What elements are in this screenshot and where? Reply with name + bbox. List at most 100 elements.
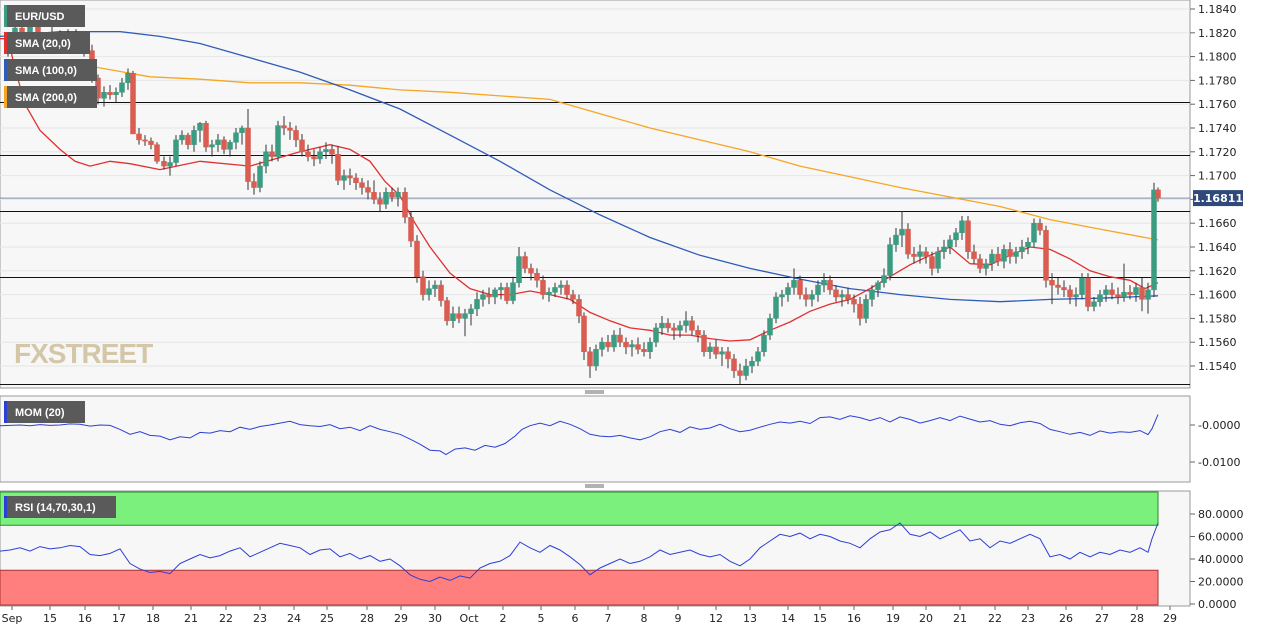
candle-body — [498, 287, 504, 291]
candle — [130, 70, 136, 135]
candle — [402, 187, 408, 224]
legend-sma-200[interactable]: SMA (200,0) — [4, 86, 97, 108]
candle — [113, 87, 119, 102]
candle-body — [1031, 222, 1037, 243]
legend-label-sma-100: SMA (100,0) — [15, 65, 77, 77]
candle-body — [154, 144, 160, 162]
horizontal-levels — [0, 102, 1190, 385]
series-line — [89, 65, 1159, 241]
candle — [420, 270, 426, 301]
candle-body — [689, 320, 695, 331]
price-tick-label: 1.1560 — [1198, 336, 1237, 349]
candle-body — [540, 280, 546, 295]
candle — [365, 180, 371, 200]
candle-body — [287, 127, 293, 131]
candle-body — [989, 253, 995, 264]
candle — [474, 292, 480, 317]
time-tick-label: 16 — [847, 612, 861, 625]
candle-body — [1139, 287, 1145, 300]
candle-body — [851, 299, 857, 305]
price-tick-label: 1.1640 — [1198, 241, 1237, 254]
candle-body — [893, 234, 899, 245]
time-tick-label: 8 — [641, 612, 648, 625]
price-tick-label: 1.1820 — [1198, 27, 1237, 40]
candle — [107, 85, 113, 100]
last-price-label: 1.16811 — [1193, 192, 1243, 205]
candle-body — [444, 300, 450, 322]
time-tick-label: 28 — [1130, 612, 1144, 625]
candle — [414, 235, 420, 283]
candle-body — [510, 282, 516, 301]
candle — [287, 122, 293, 140]
time-tick-label: 16 — [78, 612, 92, 625]
candle-body — [438, 284, 444, 301]
candle-body — [347, 175, 353, 179]
price-tick-label: 1.1540 — [1198, 360, 1237, 373]
time-tick-label: 24 — [287, 612, 301, 625]
momentum-panel[interactable] — [0, 395, 1191, 483]
candle — [965, 216, 971, 259]
candle-body — [1127, 291, 1133, 295]
candle-body — [522, 256, 528, 269]
rsi-oversold-band — [0, 569, 1159, 606]
candle-body — [197, 122, 203, 131]
candle-body — [827, 280, 833, 291]
candle — [845, 287, 851, 305]
candle — [737, 363, 743, 384]
series-line — [0, 30, 1159, 303]
candle-body — [426, 288, 432, 295]
price-tick-label: 1.1760 — [1198, 98, 1237, 111]
candle-body — [995, 253, 1001, 262]
candle — [1037, 218, 1043, 236]
candle — [767, 313, 773, 340]
candle-body — [773, 296, 779, 319]
legend-sma-100[interactable]: SMA (100,0) — [4, 59, 97, 81]
rsi-line — [0, 522, 1159, 583]
candle-body — [911, 253, 917, 257]
candle-body — [701, 334, 707, 352]
candle-body — [136, 133, 142, 141]
price-panel[interactable] — [0, 0, 1191, 389]
candle-body — [1097, 294, 1103, 302]
symbol-label: EUR/USD — [15, 11, 65, 23]
candle-body — [665, 322, 671, 329]
candle-body — [383, 192, 389, 205]
candle — [827, 275, 833, 295]
legend-label-momentum: MOM (20) — [15, 407, 65, 419]
candle-body — [107, 92, 113, 95]
candle — [725, 346, 731, 369]
time-tick-label: 28 — [360, 612, 374, 625]
candle — [389, 187, 395, 202]
candle — [269, 144, 275, 162]
candle-body — [251, 181, 257, 188]
candle — [1031, 218, 1037, 247]
price-axis: 1.1840 1.1820 1.1800 1.1780 1.1760 1.1740 1.17… — [1190, 3, 1237, 373]
rsi-tick-label: 60.0000 — [1198, 531, 1244, 544]
candle-body — [101, 92, 107, 99]
candle — [444, 296, 450, 326]
candle — [1151, 182, 1157, 297]
candle-body — [791, 280, 797, 288]
symbol-tag[interactable]: EUR/USD — [4, 5, 85, 27]
candle — [1115, 287, 1121, 305]
candle — [305, 144, 311, 162]
pane-resize-handle[interactable] — [585, 484, 604, 488]
candle-body — [281, 125, 287, 129]
legend-sma-20[interactable]: SMA (20,0) — [4, 32, 90, 54]
price-tick-label: 1.1660 — [1198, 217, 1237, 230]
candle-body — [1133, 287, 1139, 295]
pane-resize-handle[interactable] — [585, 390, 604, 394]
candle-body — [414, 240, 420, 278]
candle-body — [161, 161, 167, 167]
candle-body — [1085, 277, 1091, 307]
legend-rsi[interactable]: RSI (14,70,30,1) — [4, 496, 116, 518]
candle-body — [593, 349, 599, 367]
candle-body — [377, 199, 383, 205]
candle — [1139, 277, 1145, 312]
candle — [371, 180, 377, 205]
candle-body — [353, 177, 359, 183]
time-tick-label: 13 — [743, 612, 757, 625]
legend-momentum[interactable]: MOM (20) — [4, 401, 85, 423]
time-tick-label: 22 — [988, 612, 1002, 625]
